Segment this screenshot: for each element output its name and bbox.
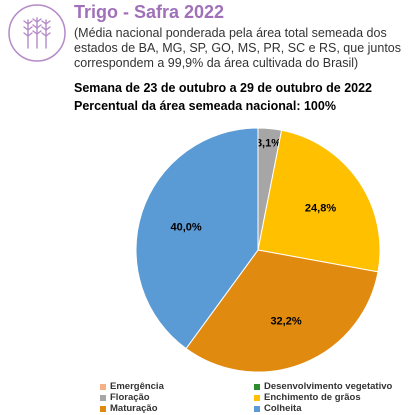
pie-slice-maturacao bbox=[185, 249, 379, 373]
pie-slice-colheita bbox=[135, 127, 259, 350]
legend-label-maturacao: Maturação bbox=[110, 403, 158, 414]
legend-item-floracao: Floração bbox=[100, 392, 150, 403]
legend-item-enchimento: Enchimento de grãos bbox=[254, 392, 361, 403]
pie-label-floracao: 3,1% bbox=[256, 138, 281, 150]
pie-label-enchimento-de-graos: 24,8% bbox=[305, 202, 336, 214]
legend-item-maturacao: Maturação bbox=[100, 403, 158, 414]
pie-slice-enchimento-de-graos bbox=[257, 129, 381, 273]
legend-item-emergencia: Emergência bbox=[100, 381, 164, 392]
legend-label-colheita: Colheita bbox=[264, 403, 302, 414]
legend-swatch-emergencia bbox=[100, 383, 106, 390]
legend-swatch-desenvolvimento bbox=[254, 383, 260, 390]
legend-item-colheita: Colheita bbox=[254, 403, 301, 414]
page-title: Trigo - Safra 2022 bbox=[74, 2, 225, 22]
legend-label-floracao: Floração bbox=[110, 392, 150, 403]
legend-swatch-maturacao bbox=[100, 405, 106, 412]
legend-label-enchimento: Enchimento de grãos bbox=[264, 392, 361, 403]
pie-label-colheita: 40,0% bbox=[170, 222, 201, 234]
legend-item-desenvolvimento: Desenvolvimento vegetativo bbox=[254, 381, 392, 392]
legend-swatch-floracao bbox=[100, 394, 106, 401]
legend-swatch-colheita bbox=[254, 405, 260, 412]
legend-swatch-enchimento bbox=[254, 394, 260, 401]
subtitle: (Média nacional ponderada pela área tota… bbox=[74, 26, 401, 70]
pie-label-maturacao: 32,2% bbox=[270, 315, 301, 327]
wheat-icon bbox=[6, 2, 68, 64]
legend-label-emergencia: Emergência bbox=[110, 381, 164, 392]
area-percent-label: Percentual da área semeada nacional: 100… bbox=[74, 99, 336, 113]
week-label: Semana de 23 de outubro a 29 de outubro … bbox=[74, 81, 372, 95]
legend-label-desenvolvimento: Desenvolvimento vegetativo bbox=[264, 381, 393, 392]
